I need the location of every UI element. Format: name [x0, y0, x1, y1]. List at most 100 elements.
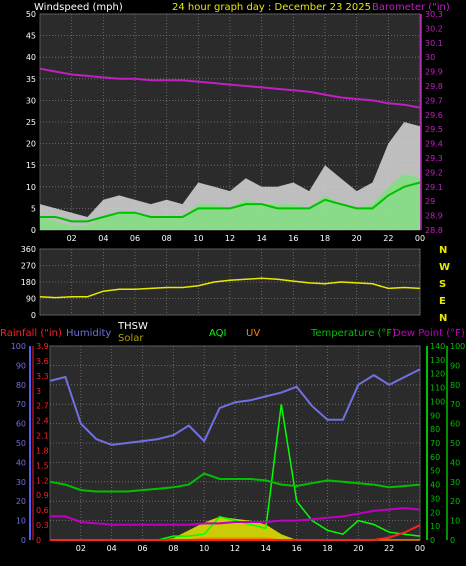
y-tick-label: 30 [26, 96, 36, 105]
y-tick-label: 30 [450, 478, 460, 487]
y-tick-label: 40 [16, 458, 26, 467]
legend-uv: UV [246, 328, 260, 339]
y-tick-label: 29.6 [425, 111, 443, 120]
y-tick-label: 360 [21, 245, 36, 254]
wind-direction-line [39, 277, 421, 299]
x-tick-label: 12 [230, 544, 240, 553]
avg-wind-line [40, 181, 421, 223]
barometer-line [39, 67, 421, 109]
y-tick-label: 20 [16, 497, 26, 506]
y-tick-label: 90 [16, 361, 26, 370]
y-tick-label: 0 [450, 536, 455, 545]
y-tick-label: 3.9 [36, 342, 49, 351]
y-tick-label: 100 [430, 397, 445, 406]
y-tick-label: 60 [16, 420, 26, 429]
x-tick-label: 18 [322, 544, 332, 553]
y-tick-label: 40 [450, 458, 460, 467]
x-tick-label: 08 [168, 544, 178, 553]
wind-axis-label: Windspeed (mph) [34, 2, 123, 13]
legend-dewpoint: Dew Point (°F) [393, 328, 465, 339]
y-tick-label: 90 [450, 361, 460, 370]
y-tick-label: 0.6 [36, 506, 49, 515]
y-tick-label: 5 [31, 204, 36, 213]
y-tick-label: 28.9 [425, 212, 443, 221]
y-tick-label: 70 [430, 439, 440, 448]
y-tick-label: 30 [425, 53, 435, 62]
x-tick-label: 00 [415, 544, 425, 553]
y-tick-label: 80 [450, 381, 460, 390]
x-tick-label: 04 [98, 234, 108, 243]
legend-temperature: Temperature (°F) [310, 328, 396, 339]
y-tick-label: 29.8 [425, 82, 443, 91]
y-tick-label: 70 [450, 400, 460, 409]
y-tick-label: 29.2 [425, 168, 443, 177]
x-tick-label: 22 [383, 234, 393, 243]
direction-letter: S [439, 279, 446, 290]
y-tick-label: 0.3 [36, 521, 49, 530]
legend-aqi: AQI [209, 328, 227, 339]
y-tick-label: 2.7 [36, 402, 49, 411]
x-tick-label: 08 [162, 234, 172, 243]
y-tick-label: 0 [21, 536, 26, 545]
y-tick-label: 25 [26, 118, 36, 127]
x-tick-label: 14 [257, 234, 267, 243]
y-tick-label: 50 [430, 467, 440, 476]
y-tick-label: 29.9 [425, 68, 443, 77]
y-tick-label: 30.1 [425, 39, 443, 48]
y-tick-label: 100 [450, 342, 465, 351]
x-tick-label: 02 [67, 234, 77, 243]
barometer-axis-label: Barometer ("in) [372, 2, 450, 13]
y-tick-label: 1.2 [36, 476, 49, 485]
y-tick-label: 10 [430, 522, 440, 531]
y-tick-label: 29 [425, 197, 435, 206]
y-tick-label: 3 [36, 387, 41, 396]
y-tick-label: 60 [450, 420, 460, 429]
y-tick-label: 70 [16, 400, 26, 409]
x-tick-label: 12 [225, 234, 235, 243]
solar-area [50, 516, 420, 540]
y-tick-label: 130 [430, 356, 445, 365]
y-tick-label: 40 [430, 481, 440, 490]
direction-letter: W [439, 262, 450, 273]
y-tick-label: 2.1 [36, 432, 49, 441]
wind-speed-area [40, 173, 420, 230]
y-tick-label: 80 [16, 381, 26, 390]
y-tick-label: 50 [26, 10, 36, 19]
x-tick-label: 06 [137, 544, 147, 553]
x-tick-label: 06 [130, 234, 140, 243]
x-tick-label: 14 [261, 544, 271, 553]
x-tick-label: 16 [292, 544, 302, 553]
y-tick-label: 3.6 [36, 357, 49, 366]
y-tick-label: 3.3 [36, 372, 49, 381]
rainfall-line [50, 524, 421, 541]
direction-letter: N [439, 245, 447, 256]
x-tick-label: 22 [384, 544, 394, 553]
y-tick-label: 30.3 [425, 10, 443, 19]
x-tick-label: 16 [288, 234, 298, 243]
y-tick-label: 0 [31, 226, 36, 235]
y-tick-label: 30 [430, 494, 440, 503]
y-tick-label: 180 [21, 278, 36, 287]
y-tick-label: 45 [26, 32, 36, 41]
y-tick-label: 110 [430, 384, 445, 393]
y-tick-label: 29.7 [425, 96, 443, 105]
y-tick-label: 40 [26, 53, 36, 62]
legend-humidity: Humidity [66, 328, 111, 339]
y-tick-label: 15 [26, 161, 36, 170]
y-tick-label: 140 [430, 342, 445, 351]
y-tick-label: 10 [16, 517, 26, 526]
direction-letter: N [439, 313, 447, 324]
x-tick-label: 20 [352, 234, 362, 243]
y-tick-label: 50 [450, 439, 460, 448]
x-tick-label: 20 [353, 544, 363, 553]
y-tick-label: 29.3 [425, 154, 443, 163]
x-tick-label: 18 [320, 234, 330, 243]
legend-thsw: THSW [117, 321, 148, 332]
x-tick-label: 04 [107, 544, 117, 553]
y-tick-label: 0 [31, 311, 36, 320]
y-tick-label: 90 [26, 295, 36, 304]
legend-solar: Solar [118, 333, 144, 344]
y-tick-label: 120 [430, 370, 445, 379]
humidity-line [49, 368, 421, 446]
